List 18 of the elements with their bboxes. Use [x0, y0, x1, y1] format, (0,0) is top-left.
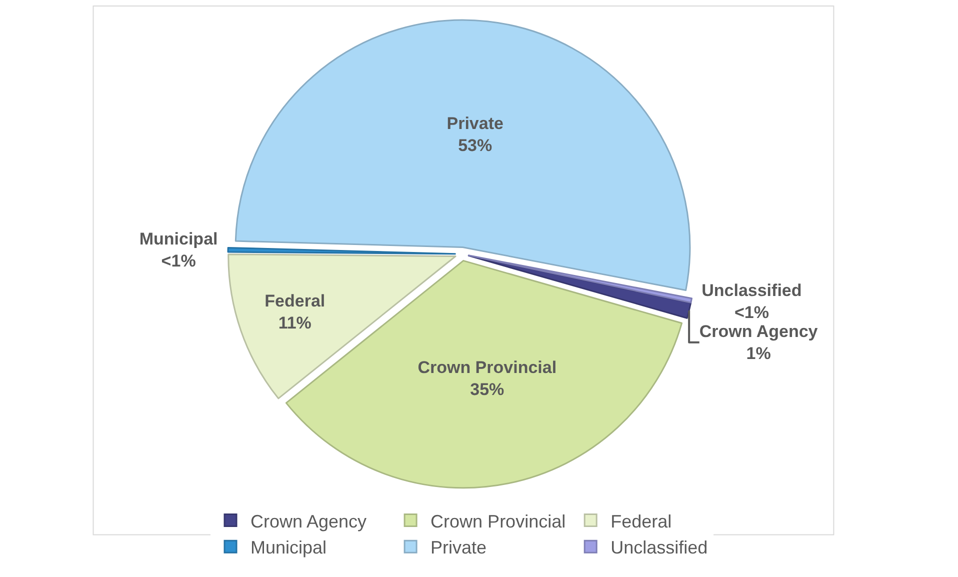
legend-label: Private [430, 538, 487, 558]
data-label: <1% [161, 251, 196, 270]
slice-label: Crown Provincial [418, 358, 557, 378]
data-label: <1% [734, 302, 769, 322]
legend-label: Crown Agency [250, 511, 367, 532]
legend-label: Crown Provincial [430, 511, 566, 532]
data-label: 53% [458, 136, 492, 155]
slice-label: Private [446, 114, 504, 133]
slice-label: Crown Agency [699, 322, 818, 341]
slice-label: Municipal [139, 229, 218, 248]
slice-label: Unclassified [702, 280, 802, 300]
data-label: 35% [470, 380, 504, 400]
legend-label: Federal [610, 511, 672, 532]
data-label: 11% [278, 314, 312, 333]
legend-label: Municipal [250, 538, 327, 558]
legend-label: Unclassified [610, 538, 708, 558]
slice-label: Federal [264, 291, 326, 310]
data-label: 1% [746, 344, 771, 363]
